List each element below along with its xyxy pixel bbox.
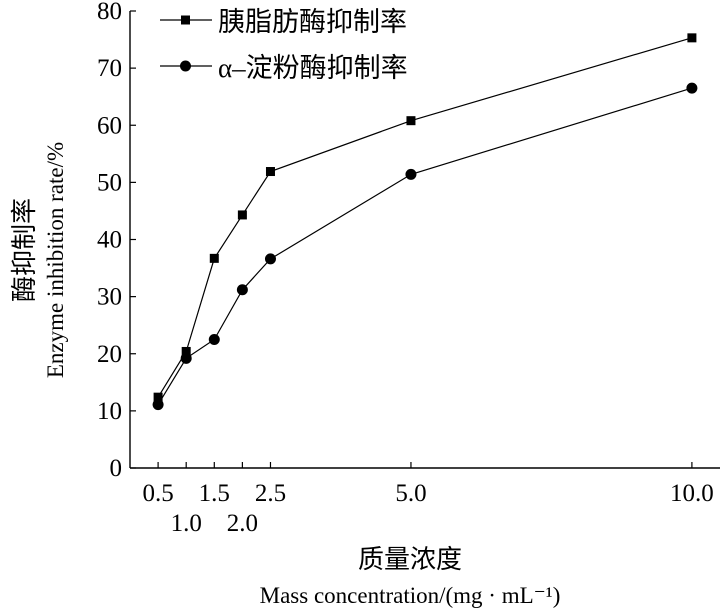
x-ticks: 0.5 1.0 1.5 2.0 2.5 5.0 10.0: [142, 462, 714, 537]
series-amylase-point: [405, 168, 417, 180]
series-lipase: [153, 33, 697, 402]
x-tick-label: 2.5: [255, 480, 286, 507]
y-axis-title-cn: 酶抑制率: [10, 198, 39, 302]
series-layer: [152, 33, 698, 411]
x-tick-label: 5.0: [395, 480, 426, 507]
legend: 胰脂肪酶抑制率 α–淀粉酶抑制率: [160, 7, 408, 83]
y-ticks: 0 10 20 30 40 50 60 70 80: [97, 0, 136, 482]
legend-label-lipase: 胰脂肪酶抑制率: [218, 7, 407, 37]
x-tick-label: 2.0: [227, 510, 258, 537]
x-axis-title-cn: 质量浓度: [358, 545, 462, 574]
legend-marker-circle: [180, 60, 191, 72]
y-axis-title-en: Enzyme inhibition rate/%: [43, 142, 68, 378]
y-tick-label: 50: [97, 169, 122, 196]
y-tick-label: 10: [97, 398, 122, 425]
series-amylase-point: [236, 284, 248, 296]
series-lipase-point: [265, 167, 275, 177]
series-amylase-line: [157, 87, 693, 405]
y-tick-label: 70: [97, 55, 122, 82]
legend-item-lipase: 胰脂肪酶抑制率: [160, 7, 407, 37]
y-tick-label: 40: [97, 227, 122, 254]
series-lipase-point: [687, 33, 697, 43]
x-tick-label: 1.0: [171, 510, 202, 537]
legend-label-amylase: α–淀粉酶抑制率: [218, 53, 408, 83]
series-amylase-point: [264, 253, 276, 265]
series-lipase-point: [181, 346, 191, 356]
legend-marker-square: [181, 15, 190, 25]
series-amylase-point: [208, 333, 220, 345]
legend-item-amylase: α–淀粉酶抑制率: [160, 53, 408, 83]
y-tick-label: 60: [97, 112, 122, 139]
x-tick-label: 10.0: [670, 480, 714, 507]
series-lipase-point: [153, 392, 163, 402]
series-lipase-point: [209, 253, 219, 263]
series-amylase-point: [686, 82, 698, 94]
series-lipase-point: [237, 210, 247, 220]
x-tick-label: 0.5: [142, 480, 173, 507]
series-amylase: [152, 82, 698, 411]
y-tick-label: 30: [97, 284, 122, 311]
x-axis-title-en: Mass concentration/(mg · mL⁻¹): [260, 583, 561, 608]
series-amylase-point: [180, 352, 192, 364]
x-tick-label: 1.5: [199, 480, 230, 507]
y-tick-label: 80: [97, 0, 122, 25]
series-amylase-point: [152, 399, 164, 411]
y-tick-label: 20: [97, 341, 122, 368]
series-lipase-point: [406, 116, 416, 126]
y-tick-label: 0: [110, 455, 123, 482]
